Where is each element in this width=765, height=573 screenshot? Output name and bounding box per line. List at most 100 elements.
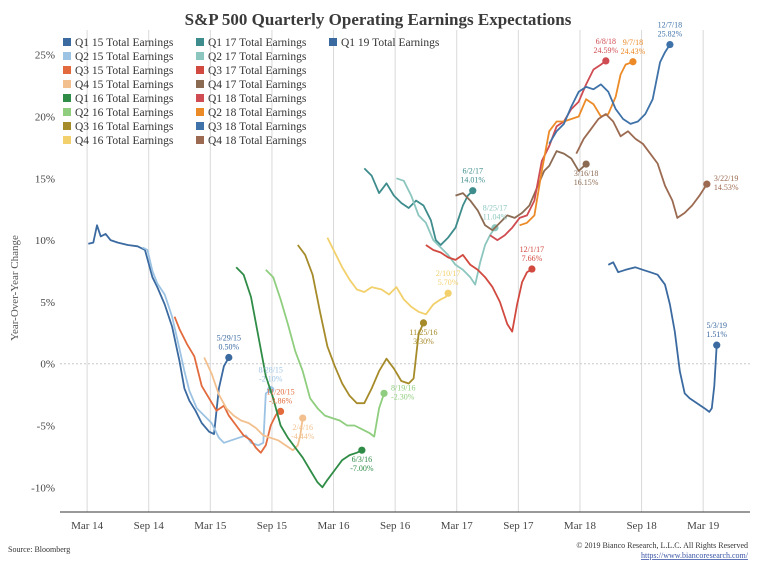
- endpoint-value-label: -4.44%: [291, 432, 315, 441]
- y-axis-label: Year-Over-Year Change: [9, 235, 21, 341]
- legend-entry: Q3 16 Total Earnings: [75, 121, 174, 133]
- series-endpoint-marker: [666, 40, 674, 49]
- endpoint-date-label: 6/2/17: [463, 167, 483, 176]
- legend-swatch: [196, 94, 204, 102]
- y-tick-label: 15%: [35, 173, 55, 185]
- legend-swatch: [63, 122, 71, 130]
- series-line: [575, 113, 708, 219]
- series-endpoint-marker: [299, 414, 307, 422]
- endpoint-value-label: 7.66%: [522, 254, 543, 263]
- legend-entry: Q1 16 Total Earnings: [75, 93, 174, 105]
- gridlines: [60, 30, 750, 512]
- endpoint-value-label: 11.04%: [483, 213, 508, 222]
- endpoint-labels: 5/29/150.50% 8/28/15-2.10% 11/20/15-3.86% 2…: [217, 21, 739, 474]
- legend-entry: Q1 18 Total Earnings: [208, 93, 307, 105]
- legend-swatch: [196, 122, 204, 130]
- series-line: [265, 269, 385, 438]
- endpoint-value-label: 25.82%: [658, 30, 683, 39]
- endpoint-date-label: 11/25/16: [409, 328, 437, 337]
- legend-entry: Q3 17 Total Earnings: [208, 65, 307, 77]
- endpoint-date-label: 9/7/18: [623, 38, 643, 47]
- endpoint-date-label: 8/19/16: [391, 383, 415, 392]
- endpoint-value-label: 14.01%: [460, 176, 485, 185]
- legend-swatch: [329, 38, 337, 46]
- y-tick-label: 0%: [40, 359, 55, 371]
- series-endpoint-marker: [713, 341, 721, 349]
- legend-swatch: [63, 94, 71, 102]
- legend-entry: Q4 16 Total Earnings: [75, 135, 174, 147]
- copyright-note: © 2019 Bianco Research, L.L.C. All Right…: [576, 541, 748, 550]
- legend-entry: Q3 15 Total Earnings: [75, 65, 174, 77]
- x-tick-label: Mar 17: [441, 520, 474, 532]
- series-line: [173, 316, 281, 454]
- series-line: [548, 44, 671, 145]
- series-line: [396, 177, 496, 286]
- legend-entry: Q4 17 Total Earnings: [208, 79, 307, 91]
- endpoint-date-label: 8/28/15: [258, 366, 282, 375]
- endpoint-date-label: 6/3/16: [352, 455, 372, 464]
- series-endpoint-marker: [380, 389, 388, 397]
- legend-swatch: [196, 108, 204, 116]
- series-endpoint-marker: [419, 319, 428, 327]
- endpoint-date-label: 11/20/15: [266, 387, 294, 396]
- series-line: [519, 60, 634, 227]
- x-tick-label: Sep 17: [503, 520, 534, 532]
- legend-entry: Q4 15 Total Earnings: [75, 79, 174, 91]
- endpoint-value-label: -2.10%: [259, 375, 283, 384]
- legend-swatch: [63, 136, 71, 144]
- x-tick-label: Sep 16: [380, 520, 411, 532]
- series-endpoint-marker: [276, 407, 285, 415]
- legend-swatch: [196, 136, 204, 144]
- series-line: [235, 266, 363, 489]
- endpoint-value-label: 16.15%: [574, 178, 599, 187]
- x-tick-label: Sep 14: [134, 520, 165, 532]
- endpoint-value-label: -7.00%: [350, 464, 374, 473]
- x-tick-label: Mar 18: [564, 520, 597, 532]
- legend-swatch: [63, 108, 71, 116]
- legend-entry: Q2 15 Total Earnings: [75, 51, 174, 63]
- endpoint-date-label: 12/7/18: [658, 21, 682, 30]
- legend-swatch: [196, 80, 204, 88]
- website-link[interactable]: https://www.biancoresearch.com/: [641, 551, 749, 560]
- legend-entry: Q3 18 Total Earnings: [208, 121, 307, 133]
- series-endpoint-marker: [602, 57, 610, 65]
- series-lines: [88, 40, 721, 489]
- endpoint-value-label: 24.43%: [621, 47, 646, 56]
- endpoint-date-label: 2/10/17: [436, 269, 460, 278]
- y-tick-label: 5%: [40, 297, 55, 309]
- axes: Mar 14 Sep 14 Mar 15 Sep 15 Mar 16 Sep 16 Mar …: [31, 50, 750, 532]
- legend-swatch: [196, 52, 204, 60]
- endpoint-date-label: 3/22/19: [714, 174, 738, 183]
- endpoint-date-label: 5/3/19: [707, 321, 727, 330]
- series-line: [363, 167, 474, 246]
- endpoint-date-label: 5/29/15: [217, 334, 241, 343]
- series-endpoint-marker: [444, 289, 452, 297]
- series-line: [142, 246, 272, 447]
- endpoint-date-label: 3/16/18: [574, 169, 598, 178]
- endpoint-value-label: -3.86%: [269, 396, 293, 405]
- legend-swatch: [63, 38, 71, 46]
- endpoint-value-label: 5.70%: [438, 278, 459, 287]
- y-tick-label: -5%: [37, 420, 55, 432]
- x-tick-label: Mar 15: [194, 520, 227, 532]
- series-endpoint-marker: [703, 180, 711, 188]
- endpoint-value-label: 1.51%: [706, 330, 727, 339]
- y-tick-label: 10%: [35, 235, 55, 247]
- legend-swatch: [63, 52, 71, 60]
- legend-entry: Q2 16 Total Earnings: [75, 107, 174, 119]
- endpoint-date-label: 8/25/17: [483, 204, 507, 213]
- x-tick-label: Mar 19: [687, 520, 720, 532]
- legend-swatch: [196, 38, 204, 46]
- series-endpoint-marker: [469, 187, 477, 195]
- series-line: [455, 150, 587, 232]
- legend-entry: Q2 17 Total Earnings: [208, 51, 307, 63]
- endpoint-date-label: 6/8/18: [596, 37, 616, 46]
- legend-entry: Q1 17 Total Earnings: [208, 37, 307, 49]
- x-tick-label: Mar 16: [317, 520, 350, 532]
- legend-swatch: [196, 66, 204, 74]
- series-endpoint-marker: [528, 265, 536, 273]
- x-tick-label: Mar 14: [71, 520, 104, 532]
- series-line: [607, 261, 718, 413]
